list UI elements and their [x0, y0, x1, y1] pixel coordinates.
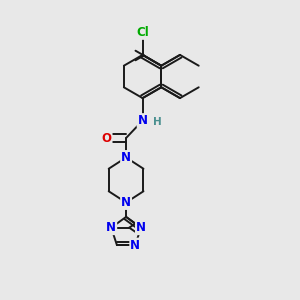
Text: N: N	[136, 221, 146, 234]
Text: N: N	[106, 221, 116, 234]
Text: H: H	[153, 117, 161, 127]
Text: O: O	[102, 131, 112, 145]
Text: N: N	[130, 238, 140, 252]
Text: Cl: Cl	[136, 26, 149, 39]
Text: N: N	[121, 151, 131, 164]
Text: N: N	[138, 114, 148, 127]
Text: N: N	[121, 196, 131, 209]
